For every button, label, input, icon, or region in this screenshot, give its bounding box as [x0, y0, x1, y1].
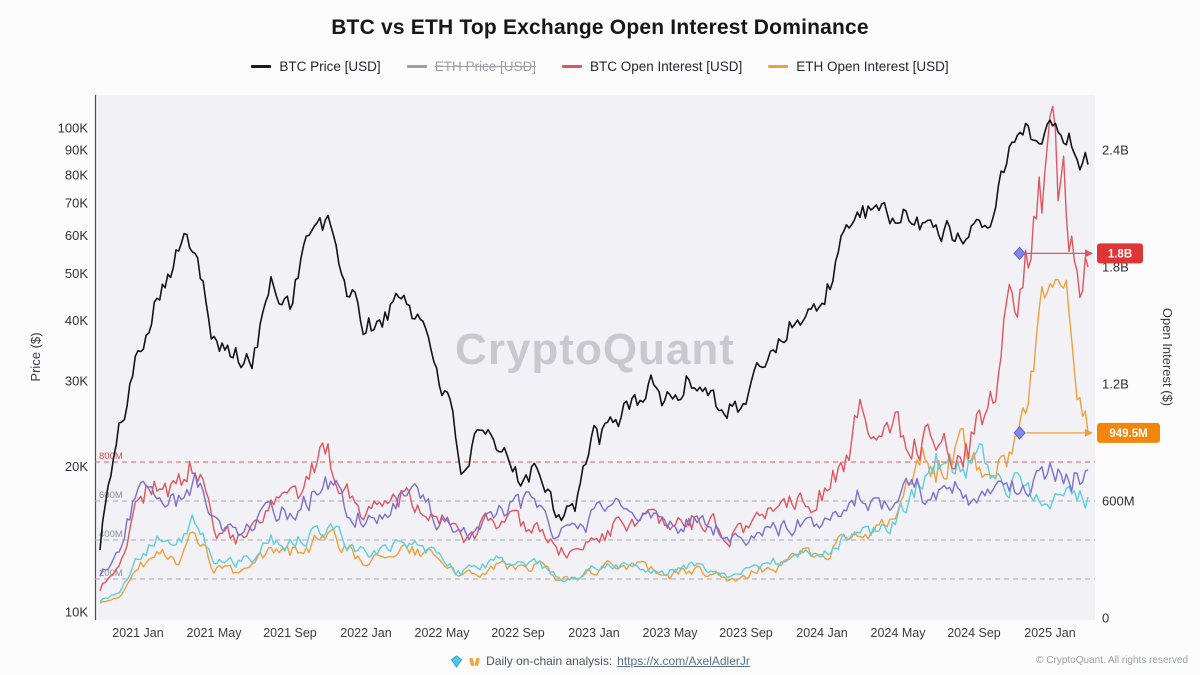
y-left-tick-70k: 70K	[65, 195, 88, 210]
x-tick-2025-jan: 2025 Jan	[1024, 626, 1075, 640]
y-right-tick-2-4b: 2.4B	[1102, 143, 1129, 158]
y-left-tick-20k: 20K	[65, 459, 88, 474]
y-left-tick-100k: 100K	[58, 121, 89, 136]
legend-item-eth-open-interest-usd[interactable]: ETH Open Interest [USD]	[768, 59, 949, 74]
annotation-marker-1-8b	[1013, 246, 1026, 261]
chart-title: BTC vs ETH Top Exchange Open Interest Do…	[331, 16, 869, 39]
annotation-badge-label-1-8b: 1.8B	[1108, 248, 1132, 260]
x-tick-2023-sep: 2023 Sep	[719, 626, 773, 640]
x-tick-2024-jan: 2024 Jan	[796, 626, 847, 640]
series-unlabeled-teal-series	[99, 443, 1089, 603]
left-axis-title: Price ($)	[28, 332, 43, 381]
right-axis-title: Open Interest ($)	[1160, 308, 1175, 406]
plot-background	[95, 95, 1095, 620]
series-unlabeled-purple-series	[99, 462, 1089, 577]
x-tick-2024-may: 2024 May	[871, 626, 927, 640]
x-tick-2022-may: 2022 May	[415, 626, 471, 640]
level-label-400m: 400M	[99, 529, 123, 540]
footer: Daily on-chain analysis: https://x.com/A…	[0, 654, 1200, 668]
raised-hands-emoji-icon	[469, 657, 480, 666]
annotation-badge-949-5m	[1097, 422, 1160, 443]
watermark: CryptoQuant	[455, 325, 735, 374]
annotation-arrow-1-8b	[1085, 249, 1093, 258]
annotation-badge-1-8b	[1097, 243, 1143, 264]
legend-swatch-eth-price-usd	[406, 65, 427, 68]
legend-label: BTC Open Interest [USD]	[589, 59, 743, 74]
copyright: © CryptoQuant. All rights reserved	[1036, 655, 1188, 666]
level-label-800m: 800M	[99, 451, 123, 462]
x-tick-2021-sep: 2021 Sep	[263, 626, 317, 640]
y-left-tick-80k: 80K	[65, 167, 88, 182]
footer-text: Daily on-chain analysis:	[486, 654, 613, 668]
legend-item-eth-price-usd[interactable]: ETH Price [USD]	[406, 59, 536, 74]
series-btc-open-interest-usd	[99, 105, 1089, 592]
y-right-tick-1-2b: 1.2B	[1102, 377, 1129, 392]
y-right-tick-600m: 600M	[1102, 494, 1135, 509]
y-left-tick-10k: 10K	[65, 605, 88, 620]
series-eth-open-interest-usd	[99, 278, 1089, 604]
legend-swatch-btc-price-usd	[251, 65, 272, 68]
legend-item-btc-price-usd[interactable]: BTC Price [USD]	[251, 59, 381, 74]
series-btc-price-usd	[99, 119, 1089, 551]
legend-label: ETH Price [USD]	[434, 59, 536, 74]
x-tick-2022-jan: 2022 Jan	[340, 626, 391, 640]
x-tick-2024-sep: 2024 Sep	[947, 626, 1001, 640]
annotation-arrow-949-5m	[1085, 428, 1093, 437]
footer-link[interactable]: https://x.com/AxelAdlerJr	[617, 654, 750, 668]
y-left-tick-30k: 30K	[65, 374, 88, 389]
legend-swatch-btc-open-interest-usd	[561, 65, 582, 68]
y-left-tick-40k: 40K	[65, 313, 88, 328]
y-left-tick-50k: 50K	[65, 266, 88, 281]
level-label-600m: 600M	[99, 490, 123, 501]
y-left-tick-90k: 90K	[65, 143, 88, 158]
legend-swatch-eth-open-interest-usd	[768, 65, 789, 68]
legend-label: BTC Price [USD]	[279, 59, 381, 74]
annotation-marker-949-5m	[1013, 426, 1026, 440]
x-tick-2021-may: 2021 May	[187, 626, 243, 640]
legend: BTC Price [USD] ETH Price [USD] BTC Open I…	[0, 59, 1200, 74]
x-tick-2023-jan: 2023 Jan	[568, 626, 619, 640]
y-right-tick-1-8b: 1.8B	[1102, 260, 1129, 275]
level-label-200m: 200M	[99, 568, 123, 579]
y-left-tick-60k: 60K	[65, 228, 88, 243]
x-tick-2021-jan: 2021 Jan	[112, 626, 163, 640]
annotation-badge-label-949-5m: 949.5M	[1109, 428, 1147, 440]
x-tick-2022-sep: 2022 Sep	[491, 626, 545, 640]
legend-item-btc-open-interest-usd[interactable]: BTC Open Interest [USD]	[561, 59, 743, 74]
x-tick-2023-may: 2023 May	[643, 626, 699, 640]
legend-label: ETH Open Interest [USD]	[796, 59, 949, 74]
gem-emoji-icon	[450, 654, 463, 668]
y-right-tick-0: 0	[1102, 611, 1109, 626]
